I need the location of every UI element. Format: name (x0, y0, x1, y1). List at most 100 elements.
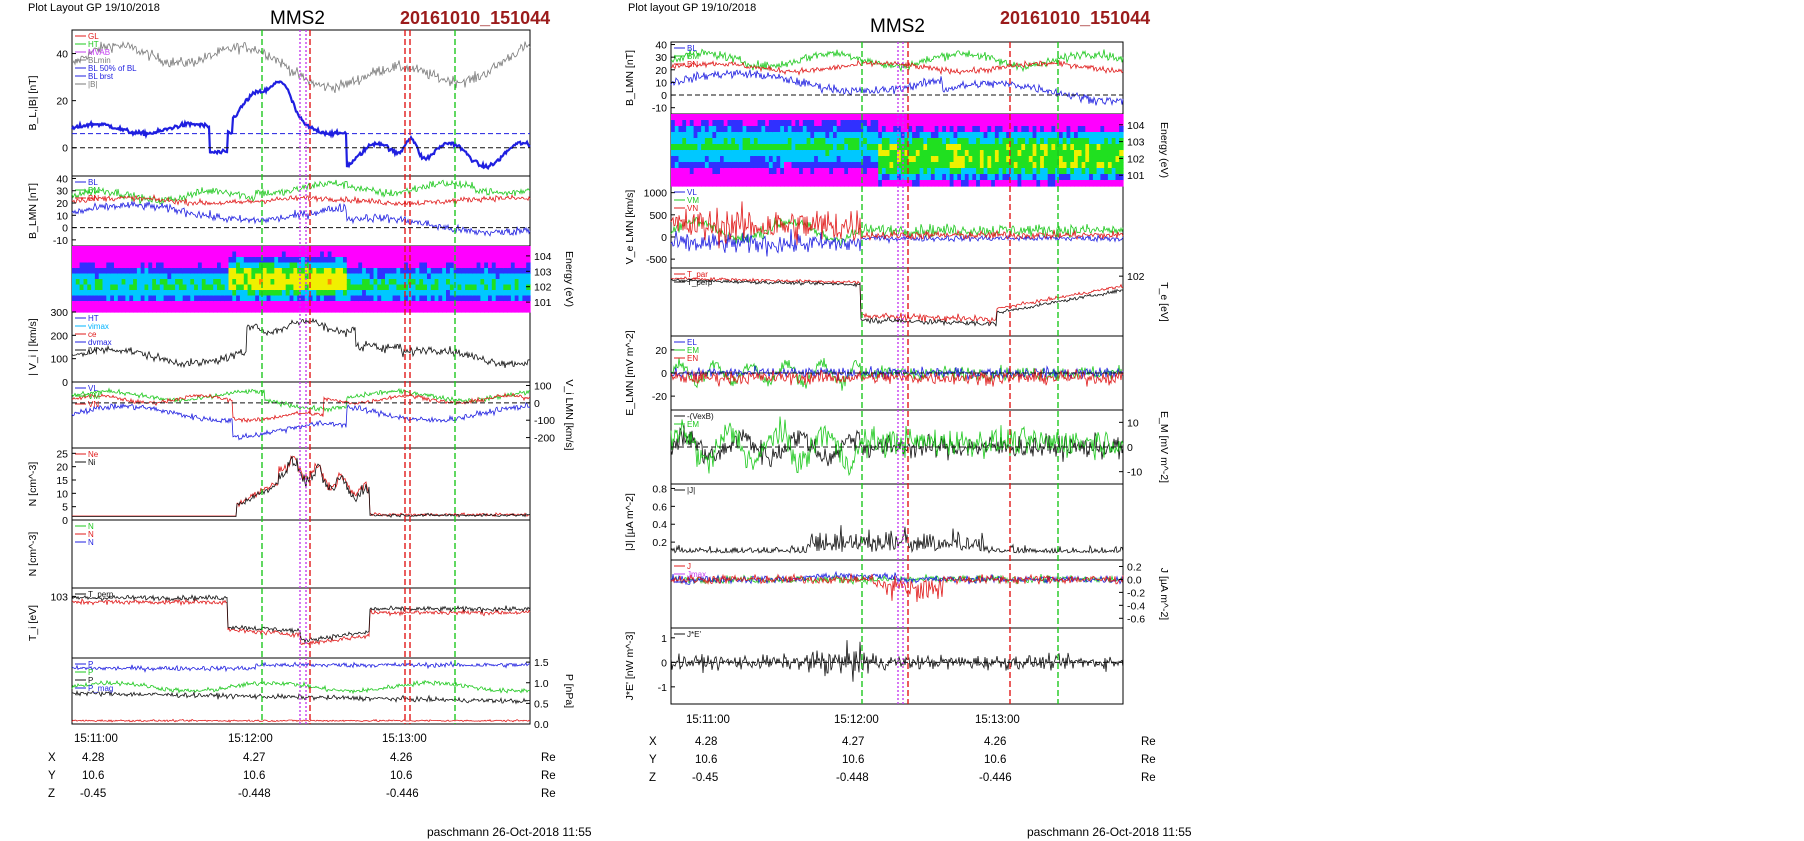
right-date-label: 20161010_151044 (1000, 8, 1151, 28)
right-E_LMN-ytick: -20 (652, 391, 667, 403)
right-eph-x-unit: Re (1141, 736, 1156, 748)
left-Ti-series-Tpar (71, 598, 531, 646)
right-B_LMN-legend: BN (687, 60, 698, 69)
right-Ve_LMN-legend: VM (687, 196, 699, 205)
left-P-ytick: 0.0 (534, 719, 549, 731)
left-eph-y-unit: Re (541, 770, 556, 782)
left-BL_|B|-ytick: 0 (62, 143, 68, 155)
right-eph-x-v3: 4.26 (984, 736, 1007, 748)
left-BL_|B|-legend: BLmin (88, 56, 111, 65)
right-E_M-legend: EM (687, 420, 699, 429)
left-eph-z-unit: Re (541, 788, 556, 800)
left-Ti-frame (71, 587, 531, 659)
left-P-legend: P_mag (88, 684, 113, 693)
right-J-ytick: 0.6 (652, 501, 667, 513)
left-BL_|B|-legend: GL (88, 32, 99, 41)
right-Te-series-Tpar (670, 276, 1124, 325)
right-B_LMN-ytick: 0 (661, 90, 667, 102)
left-N-series-Ni (72, 455, 531, 518)
left-Ti-legend: T_perp (88, 590, 114, 599)
left-eph-z-v3: -0.446 (386, 788, 419, 800)
left-ion_spectrogram-ytick: 103 (534, 266, 552, 278)
left-eph-y-v3: 10.6 (390, 770, 413, 782)
right-Ve_LMN-ytick: 0 (661, 232, 667, 244)
left-spacecraft-title: MMS2 (270, 8, 325, 29)
left-B_LMN-ytick: 0 (62, 223, 68, 235)
left-N_empty-ylabel: N [cm^-3] (27, 532, 39, 577)
right-Ve_LMN-series-VN (670, 201, 1124, 249)
right-J-ytick: 0.8 (652, 483, 667, 495)
left-Vi-legend: dvmax (88, 338, 112, 347)
left-N-ytick: 15 (56, 475, 68, 487)
right-layout-label: Plot layout GP 19/10/2018 (628, 2, 757, 14)
left-B_LMN-legend: BM (88, 186, 100, 195)
left-eph-y-label: Y (48, 770, 56, 782)
left-P-series-Pm (71, 718, 531, 723)
right-time-tick-2: 15:12:00 (834, 714, 879, 726)
right-J-ytick: 0.2 (652, 537, 667, 549)
right-eph-y-v2: 10.6 (842, 754, 865, 766)
right-eph-y-label: Y (649, 754, 657, 766)
left-N-series-Ne (72, 455, 531, 518)
left-eph-z-v1: -0.45 (80, 788, 107, 800)
left-N_empty-legend: N (88, 530, 94, 539)
left-Vi-legend: HT (88, 314, 99, 323)
left-Vi-legend: ce (88, 330, 97, 339)
left-P-series-Pb (71, 660, 531, 673)
right-JdotE-ytick: -1 (658, 682, 667, 694)
right-time-tick-3: 15:13:00 (975, 714, 1020, 726)
left-Ti-series-Tperp (71, 594, 531, 644)
left-Vi-ylabel: | V_i | [km/s] (27, 318, 39, 375)
left-N-ylabel: N [cm^-3] (27, 462, 39, 507)
left-N-legend: Ne (88, 450, 99, 459)
left-eph-y-v2: 10.6 (243, 770, 266, 782)
left-date-label: 20161010_151044 (400, 8, 551, 28)
left-B_LMN-series-BN (71, 193, 531, 207)
right-J_LMN-legend: J (687, 562, 691, 571)
right-J_LMN-ytick: 0.0 (1127, 574, 1142, 586)
right-J_LMN-series-JN (670, 572, 1124, 603)
right-B_LMN-ytick: 20 (655, 65, 667, 77)
left-eph-x-v1: 4.28 (82, 752, 105, 764)
left-time-tick-1: 15:11:00 (74, 733, 118, 745)
right-Ve_LMN-ytick: -500 (646, 254, 667, 266)
left-Vi_LMN-ytick: -100 (534, 415, 555, 427)
right-eph-x-label: X (649, 736, 657, 748)
left-eph-z-v2: -0.448 (238, 788, 271, 800)
left-Vi_LMN-series-VM (71, 387, 531, 413)
right-J-ytick: 0.4 (652, 519, 667, 531)
right-JdotE-series-JE (670, 640, 1124, 682)
right-electron_spectrogram-ytick: 104 (1127, 120, 1145, 132)
left-P-legend: P (88, 668, 93, 677)
right-footer: paschmann 26-Oct-2018 11:55 (1027, 825, 1192, 839)
right-JdotE-legend: J*E' (687, 630, 701, 639)
left-P-ylabel: P [nPa] (563, 674, 575, 708)
right-Te-series-Tperp (670, 278, 1124, 327)
left-N-ytick: 10 (56, 488, 68, 500)
right-B_LMN-ytick: 30 (655, 52, 667, 64)
right-E_M-legend: -(VexB) (687, 412, 714, 421)
left-B_LMN-ytick: 30 (56, 186, 68, 198)
right-Te-legend: T_par (687, 270, 708, 279)
right-E_LMN-legend: EM (687, 346, 699, 355)
right-eph-z-v2: -0.448 (836, 772, 869, 784)
right-Te-ylabel: T_e [eV] (1158, 282, 1170, 322)
left-Ti-ylabel: T_i [eV] (27, 605, 39, 641)
right-E_LMN-legend: EN (687, 354, 698, 363)
right-B_LMN-ytick: 40 (655, 40, 667, 52)
left-BL_|B|-frame (71, 29, 531, 177)
right-time-tick-1: 15:11:00 (686, 714, 730, 726)
right-Ve_LMN-ylabel: V_e LMN [km/s] (624, 190, 636, 265)
left-time-tick-2: 15:12:00 (228, 733, 273, 745)
left-ion_spectrogram-ytick: 101 (534, 297, 552, 309)
left-B_LMN-ytick: 40 (56, 173, 68, 185)
right-E_M-ytick: 0 (1127, 442, 1133, 454)
left-B_LMN-series-BL (71, 200, 531, 237)
right-eph-z-unit: Re (1141, 772, 1156, 784)
left-B_LMN-series-BM (71, 179, 531, 206)
right-spacecraft-title: MMS2 (870, 16, 925, 37)
left-Vi_LMN-legend: VN (88, 400, 99, 409)
left-eph-z-label: Z (48, 788, 56, 800)
right-E_LMN-ytick: 20 (655, 345, 667, 357)
left-footer: paschmann 26-Oct-2018 11:55 (427, 825, 592, 839)
